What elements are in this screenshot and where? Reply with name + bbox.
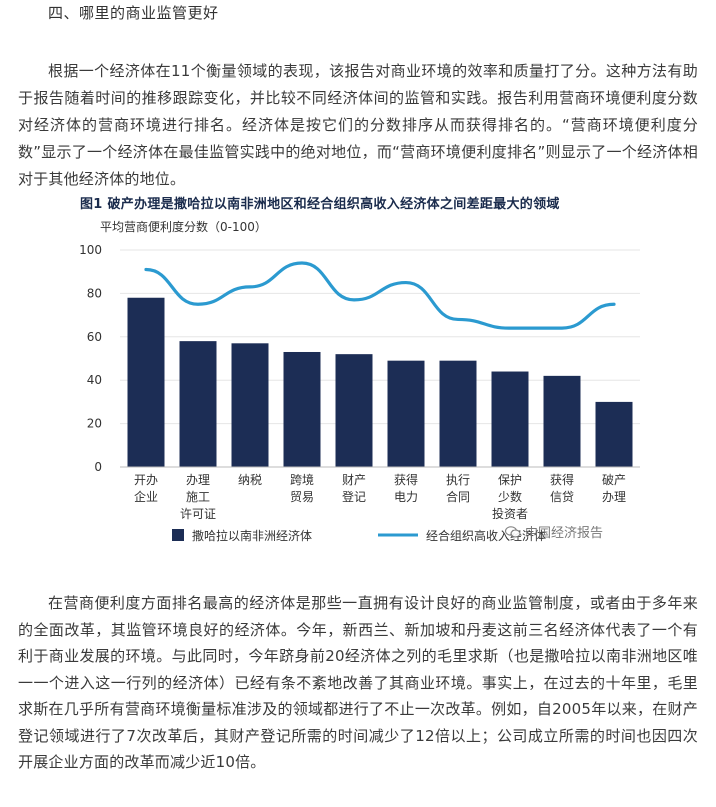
bar [387, 360, 425, 467]
x-tick-label: 施工 [186, 490, 210, 504]
watermark-text: 中国经济报告 [525, 526, 604, 541]
x-tick-label: 登记 [342, 489, 366, 504]
section-heading: 四、哪里的商业监管更好 [48, 4, 219, 22]
series-line [144, 261, 616, 330]
bar [543, 375, 581, 467]
bar [179, 341, 217, 467]
bar [231, 343, 269, 467]
x-tick-label: 跨境 [290, 472, 314, 487]
bar [127, 297, 165, 467]
x-tick-label: 合同 [446, 489, 470, 504]
y-tick-label: 40 [87, 373, 102, 387]
x-tick-label: 财产 [342, 473, 366, 487]
x-tick-label: 执行 [446, 473, 470, 487]
x-tick-label: 破产 [602, 472, 626, 487]
y-tick-label: 20 [87, 417, 102, 431]
bar [335, 354, 373, 467]
x-tick-label: 电力 [394, 490, 418, 504]
y-axis-title: 平均营商便利度分数（0-100） [100, 219, 267, 234]
watermark: 中国经济报告 [505, 522, 603, 541]
x-tick-label: 办理 [186, 472, 210, 487]
x-tick-label: 信贷 [550, 490, 574, 504]
bar [439, 360, 477, 467]
x-tick-label: 少数 [498, 489, 522, 504]
x-tick-label: 办理 [602, 489, 626, 504]
intro-paragraph: 根据一个经济体在11个衡量领域的表现，该报告对商业环境的效率和质量打了分。这种方… [18, 62, 698, 188]
body-paragraph: 在营商便利度方面排名最高的经济体是那些一直拥有设计良好的商业监管制度，或者由于多… [18, 594, 698, 771]
bar [283, 351, 321, 467]
x-tick-label: 企业 [134, 489, 158, 504]
legend-swatch-bar [172, 529, 184, 541]
bar [595, 401, 633, 467]
x-tick-label: 纳税 [238, 473, 262, 487]
chart: 平均营商便利度分数（0-100） 0 20 40 60 80 100 开办 企业 办理 施工 许可证纳… [0, 215, 716, 565]
x-tick-label: 开办 [134, 472, 158, 487]
x-tick-label: 获得 [394, 472, 418, 487]
figure-caption: 图1 破产办理是撒哈拉以南非洲地区和经合组织高收入经济体之间差距最大的领域 [80, 197, 560, 212]
x-tick-label: 投资者 [492, 506, 528, 521]
x-tick-label: 获得 [550, 472, 574, 487]
legend-label-bar: 撒哈拉以南非洲经济体 [192, 528, 312, 543]
x-tick-label: 贸易 [290, 490, 314, 504]
y-tick-label: 60 [87, 330, 102, 344]
x-tick-label: 许可证 [180, 507, 216, 521]
y-tick-label: 80 [87, 286, 102, 300]
chart-svg: 平均营商便利度分数（0-100）020406080100开办企业办理施工许可证纳… [79, 219, 640, 543]
y-tick-label: 100 [79, 243, 102, 257]
y-tick-label: 0 [94, 460, 102, 474]
x-tick-label: 保护 [498, 473, 522, 487]
wechat-icon [505, 525, 521, 538]
bar [491, 371, 529, 467]
